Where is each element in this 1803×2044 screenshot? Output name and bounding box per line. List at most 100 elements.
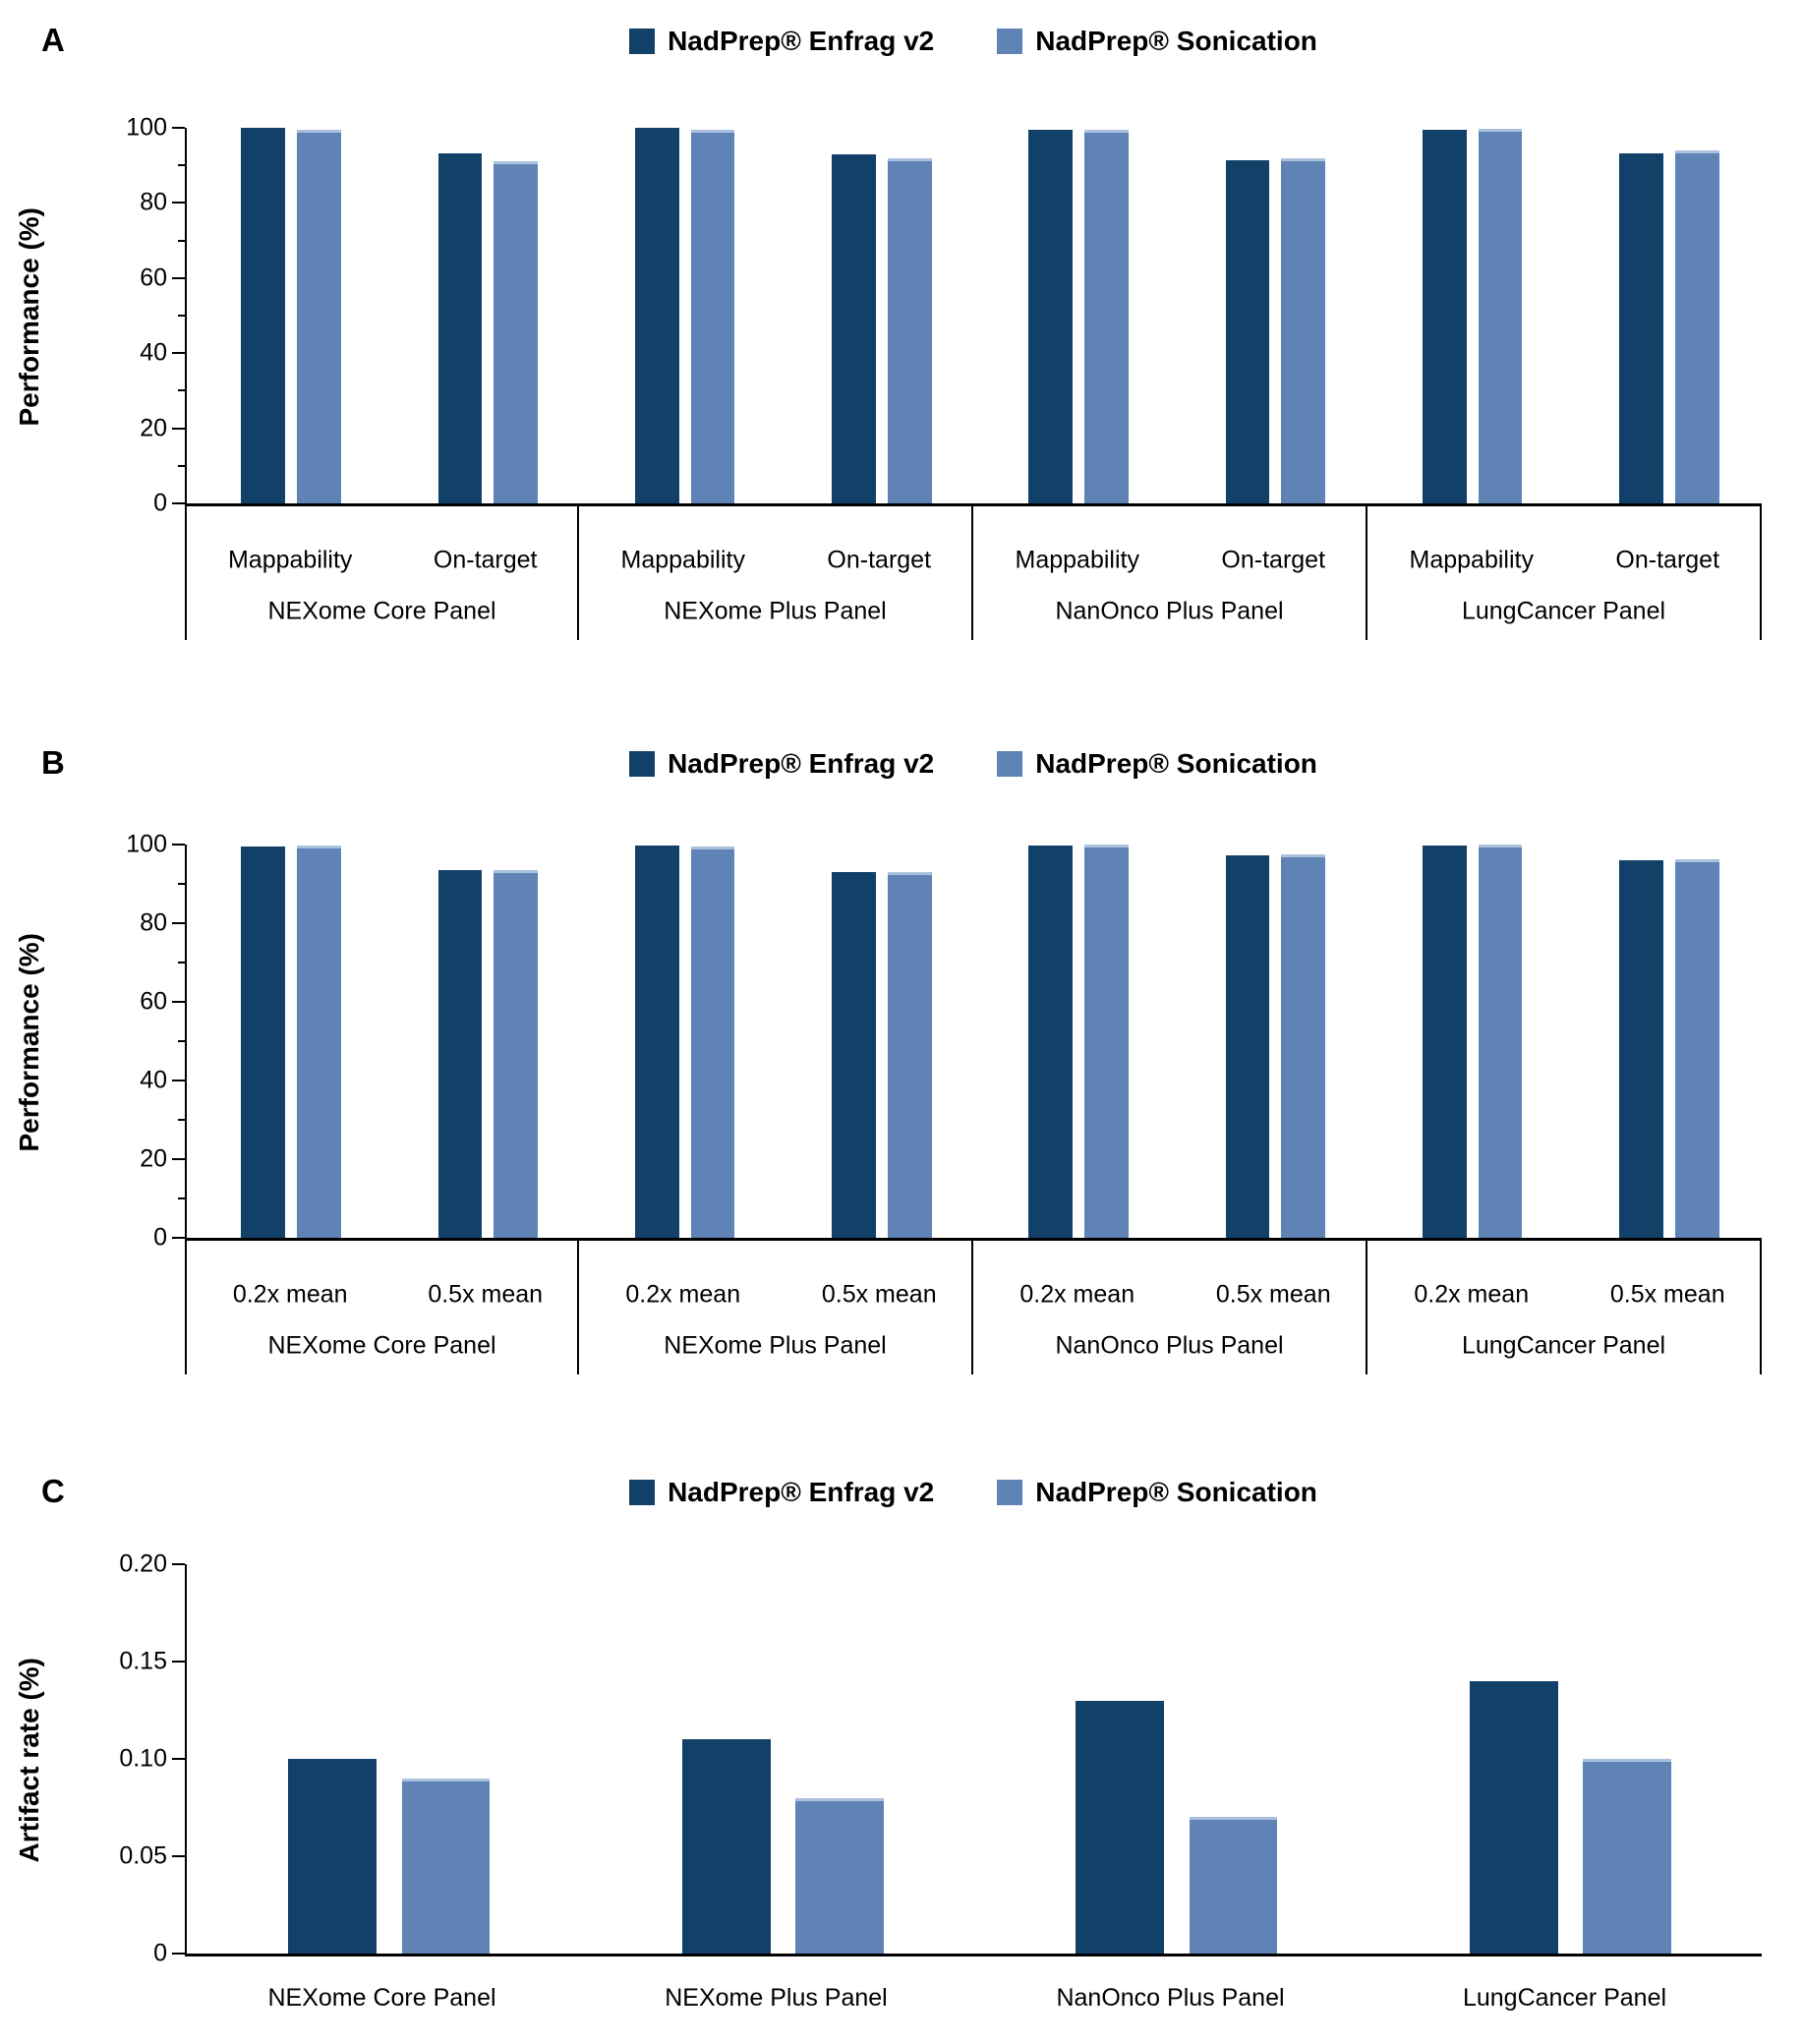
panel-label: LungCancer Panel: [1461, 597, 1666, 625]
y-axis-title: Performance (%): [14, 933, 44, 1152]
y-axis-title-wrap: Performance (%): [0, 845, 59, 1241]
bar-enfrag-v2: [1619, 860, 1663, 1238]
panel-label: LungCancer Panel: [1461, 1331, 1666, 1360]
bar-enfrag-v2: [1422, 845, 1467, 1238]
chart-header-a: A NadPrep® Enfrag v2 NadPrep® Sonication: [0, 22, 1803, 69]
y-tick-mark: [172, 202, 185, 204]
bar-sonication: [1281, 158, 1326, 503]
panel-cell: 0.2x mean 0.5x mean NEXome Core Panel: [185, 1241, 579, 1374]
bar-enfrag-v2: [288, 1759, 378, 1954]
y-minor-tick-mark: [178, 883, 185, 885]
panel-cell: Mappability On-target NanOnco Plus Panel: [973, 506, 1367, 640]
panel-label: NEXome Core Panel: [267, 597, 496, 625]
y-axis: 0 20 40 60 80 100: [59, 115, 185, 515]
y-tick-label: 0: [153, 1223, 167, 1252]
category-label: Mappability: [227, 546, 353, 574]
bar-enfrag-v2: [1076, 1700, 1165, 1954]
y-tick-mark: [172, 1158, 185, 1160]
y-axis-title: Performance (%): [14, 207, 44, 427]
y-tick-label: 0: [153, 489, 167, 517]
panel-cell: 0.2x mean 0.5x mean LungCancer Panel: [1367, 1241, 1762, 1374]
bar-enfrag-v2: [437, 152, 483, 503]
y-tick-mark: [172, 922, 185, 924]
category-label: On-target: [433, 546, 538, 574]
legend-item: NadPrep® Sonication: [997, 748, 1317, 780]
legend-swatch-sonication: [997, 29, 1023, 54]
x-axis-labels: Mappability On-target NEXome Core Panel Map…: [185, 506, 1762, 640]
y-minor-tick-mark: [178, 164, 185, 167]
y-tick-label: 0.10: [119, 1744, 167, 1773]
legend-item: NadPrep® Enfrag v2: [629, 748, 934, 780]
bar-sonication: [401, 1778, 491, 1954]
y-tick-mark: [172, 1953, 185, 1955]
bar-sonication: [1189, 1817, 1278, 1954]
category-label: 0.5x mean: [1215, 1280, 1331, 1309]
y-tick-mark: [172, 427, 185, 430]
plot-area: [172, 127, 1762, 506]
y-minor-tick-mark: [178, 962, 185, 964]
legend-item: NadPrep® Enfrag v2: [629, 26, 934, 57]
panel-label: NEXome Plus Panel: [664, 597, 887, 625]
chart-header-b: B NadPrep® Enfrag v2 NadPrep® Sonication: [0, 744, 1803, 791]
bar-sonication: [1674, 150, 1719, 503]
bar-sonication: [297, 130, 341, 503]
y-axis: 0 0.05 0.10 0.15 0.20: [59, 1551, 185, 1965]
y-tick-label: 100: [126, 113, 167, 142]
y-minor-tick-mark: [178, 1040, 185, 1042]
y-tick-label: 80: [140, 188, 167, 216]
legend-swatch-enfrag: [629, 751, 656, 777]
panel-label: LungCancer Panel: [1462, 1984, 1667, 2012]
y-tick-mark: [172, 1758, 185, 1760]
bar-enfrag-v2: [832, 871, 876, 1238]
y-axis-title-wrap: Artifact rate (%): [0, 1564, 59, 1956]
bar-enfrag-v2: [832, 154, 876, 503]
y-tick-mark: [172, 1661, 185, 1663]
x-axis-labels: NEXome Core Panel NEXome Plus Panel NanOnc…: [185, 1956, 1762, 2019]
y-minor-tick-mark: [178, 239, 185, 242]
y-tick-label: 0.15: [119, 1647, 167, 1675]
legend-swatch-enfrag: [629, 29, 656, 54]
figure: A NadPrep® Enfrag v2 NadPrep® Sonication Pe…: [0, 22, 1803, 2019]
y-tick-label: 20: [140, 414, 167, 442]
bar-enfrag-v2: [1422, 130, 1467, 503]
panel-cell: Mappability On-target NEXome Plus Panel: [579, 506, 973, 640]
y-tick-mark: [172, 1237, 185, 1239]
bar-sonication: [1583, 1759, 1671, 1954]
bar-sonication: [494, 870, 539, 1238]
category-label: Mappability: [1409, 546, 1534, 574]
y-tick-mark: [172, 1080, 185, 1081]
y-tick-label: 60: [140, 987, 167, 1016]
category-label: 0.2x mean: [232, 1280, 348, 1309]
category-label: Mappability: [1015, 546, 1139, 574]
legend-label: NadPrep® Sonication: [1035, 26, 1317, 56]
panel-letter-b: B: [41, 744, 65, 781]
bar-enfrag-v2: [1028, 130, 1074, 503]
legend-label: NadPrep® Enfrag v2: [668, 1477, 935, 1507]
bar-sonication: [1478, 845, 1523, 1238]
y-tick-label: 80: [140, 908, 167, 937]
y-tick-mark: [172, 502, 185, 504]
category-label: On-target: [827, 546, 932, 574]
category-label: On-target: [1615, 546, 1720, 574]
bar-enfrag-v2: [241, 847, 286, 1238]
figure-panel-a: A NadPrep® Enfrag v2 NadPrep® Sonication Pe…: [0, 22, 1803, 640]
legend-label: NadPrep® Sonication: [1035, 748, 1317, 779]
bar-enfrag-v2: [1619, 153, 1663, 503]
panel-letter-a: A: [41, 22, 65, 58]
bar-sonication: [887, 158, 932, 503]
bar-sonication: [795, 1797, 884, 1954]
panel-label: NanOnco Plus Panel: [1055, 1331, 1284, 1360]
x-axis-labels: 0.2x mean 0.5x mean NEXome Core Panel 0.2x …: [185, 1241, 1762, 1374]
bar-enfrag-v2: [1028, 845, 1074, 1238]
plot-area: [172, 844, 1762, 1241]
y-minor-tick-mark: [178, 1197, 185, 1199]
figure-panel-b: B NadPrep® Enfrag v2 NadPrep® Sonication Pe…: [0, 744, 1803, 1374]
bar-enfrag-v2: [1225, 854, 1270, 1238]
panel-label: NanOnco Plus Panel: [1055, 597, 1284, 625]
y-axis-title: Artifact rate (%): [14, 1658, 44, 1863]
category-label: 0.2x mean: [1019, 1280, 1135, 1309]
bar-sonication: [1478, 129, 1523, 503]
y-tick-mark: [172, 352, 185, 355]
y-tick-label: 0: [153, 1939, 167, 1967]
y-minor-tick-mark: [178, 389, 185, 392]
